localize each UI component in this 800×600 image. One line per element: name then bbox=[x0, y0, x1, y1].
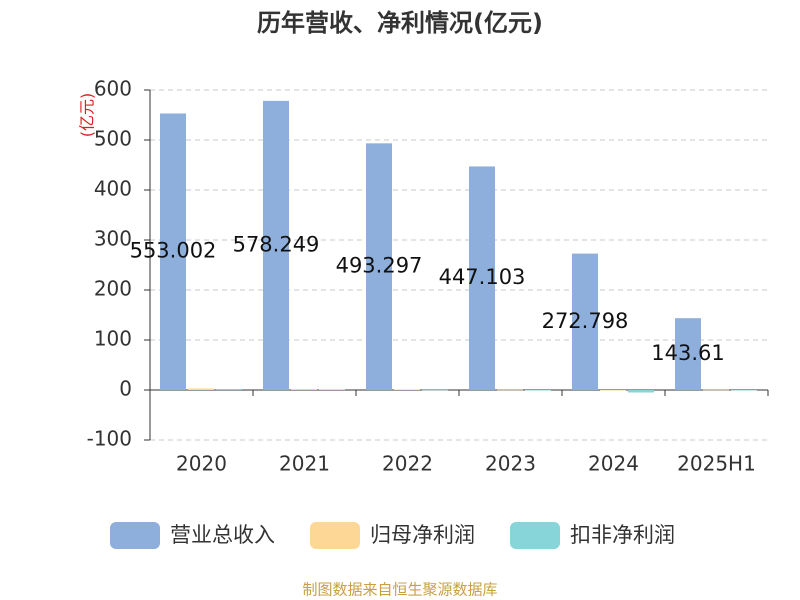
legend-label: 营业总收入 bbox=[170, 523, 275, 547]
bar bbox=[291, 389, 317, 390]
bar bbox=[319, 389, 345, 390]
data-label: 143.61 bbox=[651, 341, 724, 365]
source-note: 制图数据来自恒生聚源数据库 bbox=[302, 581, 497, 599]
y-tick-label: 0 bbox=[119, 377, 132, 401]
bar bbox=[497, 389, 523, 391]
chart-title: 历年营收、净利情况(亿元) bbox=[257, 9, 543, 37]
x-tick-label: 2022 bbox=[382, 452, 433, 476]
legend-swatch bbox=[110, 522, 160, 549]
data-label: 493.297 bbox=[336, 254, 423, 278]
legend-swatch bbox=[310, 522, 360, 549]
bar bbox=[703, 389, 729, 391]
legend-label: 归母净利润 bbox=[370, 523, 475, 547]
data-label: 272.798 bbox=[542, 309, 629, 333]
y-axis-label: (亿元) bbox=[78, 93, 97, 138]
data-label: 578.249 bbox=[233, 232, 320, 256]
bar bbox=[188, 388, 214, 390]
bar bbox=[160, 113, 186, 391]
data-label: 447.103 bbox=[439, 265, 526, 289]
x-tick-label: 2025H1 bbox=[677, 452, 756, 476]
bar bbox=[525, 390, 551, 391]
bar bbox=[263, 100, 289, 391]
y-tick-label: -100 bbox=[87, 427, 132, 451]
bar bbox=[731, 390, 757, 391]
bar bbox=[394, 389, 420, 390]
y-tick-label: 200 bbox=[94, 277, 132, 301]
bar bbox=[366, 143, 392, 390]
bar bbox=[675, 318, 701, 390]
bar bbox=[572, 253, 598, 390]
bar bbox=[216, 389, 242, 390]
legend-label: 扣非净利润 bbox=[570, 523, 675, 547]
bar bbox=[469, 166, 495, 390]
x-tick-label: 2021 bbox=[279, 452, 330, 476]
y-tick-label: 600 bbox=[94, 77, 132, 101]
bar bbox=[422, 389, 448, 391]
legend-swatch bbox=[510, 522, 560, 549]
bar bbox=[600, 390, 626, 391]
data-label: 553.002 bbox=[130, 239, 217, 263]
x-tick-label: 2023 bbox=[485, 452, 536, 476]
y-tick-label: 100 bbox=[94, 327, 132, 351]
x-tick-label: 2020 bbox=[176, 452, 227, 476]
y-tick-label: 400 bbox=[94, 177, 132, 201]
bar bbox=[628, 390, 654, 393]
y-tick-label: 500 bbox=[94, 127, 132, 151]
y-tick-label: 300 bbox=[94, 227, 132, 251]
x-tick-label: 2024 bbox=[588, 452, 639, 476]
